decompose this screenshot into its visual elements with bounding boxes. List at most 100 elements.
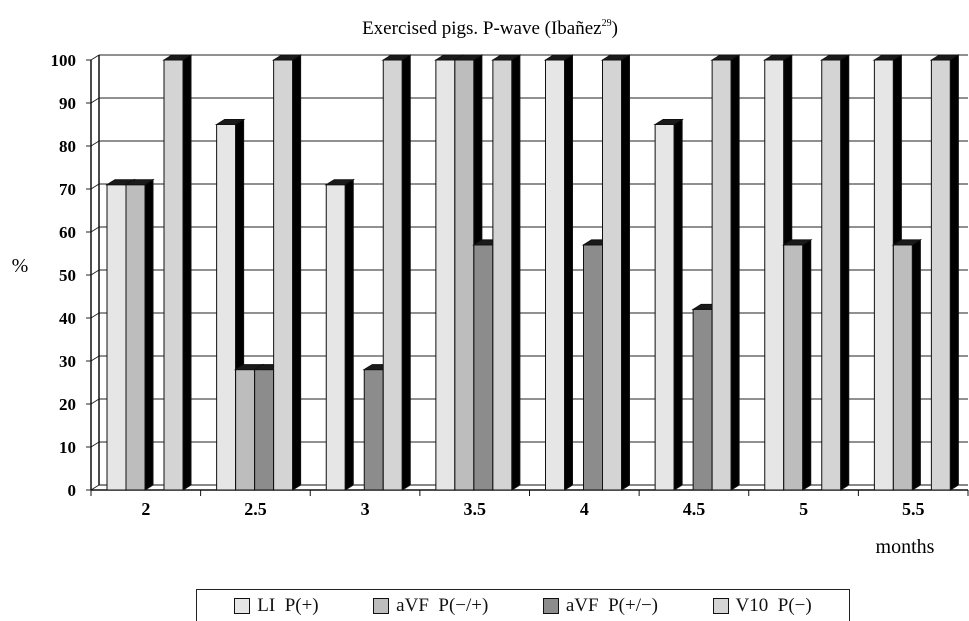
bar-side (621, 54, 630, 491)
y-tick-label: 40 (59, 309, 76, 328)
bar-front (382, 59, 403, 491)
legend-item: aVF P(+/−) (542, 595, 658, 617)
y-tick-label: 100 (51, 51, 77, 70)
bar-front (363, 369, 384, 491)
legend-item: V10 P(−) (712, 594, 812, 617)
bar (653, 118, 684, 491)
chart-title-close: ) (612, 18, 618, 39)
y-tick-label: 30 (59, 352, 76, 371)
bar (124, 178, 155, 491)
x-tick-label: 5.5 (902, 499, 925, 519)
y-tick-label: 70 (59, 180, 76, 199)
legend: LI P(+) aVF P(−/+) aVF P(+/−) V10 P(−) (196, 589, 850, 621)
bar (600, 54, 632, 491)
bar-front (325, 184, 346, 491)
bar-front (873, 59, 894, 491)
bar-side (144, 178, 154, 491)
bar-front (764, 59, 785, 491)
legend-item: LI P(+) (234, 594, 319, 617)
legend-swatch (542, 597, 559, 614)
x-tick-label: 4.5 (683, 499, 706, 519)
bar-front (235, 369, 256, 491)
bar-front (711, 59, 732, 491)
bar (891, 238, 923, 491)
bars (105, 54, 961, 491)
bar-front (273, 59, 294, 491)
bar-side (564, 54, 573, 491)
legend-swatch (234, 597, 251, 614)
bar-front (654, 124, 675, 491)
bar-side (949, 54, 959, 491)
bar-front (216, 124, 237, 491)
y-axis-label: % (12, 255, 29, 277)
y-tick-labels: 0 10 20 30 40 50 60 70 80 90 100 (51, 51, 77, 500)
y-tick-label: 10 (59, 438, 76, 457)
bar (271, 54, 303, 491)
grid-line-depth (90, 441, 100, 448)
legend-label: LI P(+) (257, 594, 319, 616)
grid-line-depth (90, 312, 100, 319)
bar-front (106, 184, 127, 491)
bar-side (802, 238, 812, 491)
bar (820, 54, 851, 491)
bar (543, 54, 575, 491)
bar-front (492, 59, 513, 491)
bar (491, 54, 522, 491)
x-tick-label: 5 (799, 499, 808, 519)
bar-side (182, 54, 192, 491)
legend-item: aVF P(−/+) (373, 595, 488, 617)
x-tick-label: 4 (580, 499, 589, 519)
chart-title-superscript: 29 (602, 18, 612, 29)
bar-front (930, 59, 951, 491)
bar-front (435, 59, 456, 491)
legend-label: aVF P(−/+) (396, 594, 489, 616)
x-tick-label: 2.5 (244, 499, 267, 519)
bar-side (840, 54, 850, 491)
y-tick-label: 0 (68, 481, 77, 500)
y-tick-label: 90 (59, 94, 76, 113)
bar-side (673, 118, 683, 491)
chart-title: Exercised pigs. P-wave (Ibañez29) (362, 18, 618, 39)
bar (929, 54, 961, 491)
bar-front (602, 59, 622, 491)
grid-line-depth (90, 226, 100, 233)
bar-front (583, 244, 603, 491)
bar-front (783, 244, 804, 491)
y-tick-label: 20 (59, 395, 76, 414)
legend-label: V10 P(−) (735, 594, 812, 616)
x-tick-label: 3 (361, 499, 370, 519)
grid-line-depth (90, 183, 100, 190)
bar-side (511, 54, 521, 491)
chart: Exercised pigs. P-wave (Ibañez29) 0 10 20 3… (12, 18, 969, 558)
bar-front (473, 244, 494, 491)
bar (381, 54, 412, 491)
bar-front (254, 369, 275, 491)
bar-front (454, 59, 475, 491)
bar (782, 238, 813, 491)
y-tick-label: 50 (59, 266, 76, 285)
bar-front (692, 308, 713, 491)
x-tick-label: 3.5 (463, 499, 486, 519)
grid-line-depth (90, 54, 100, 61)
y-tick-label: 60 (59, 223, 76, 242)
bar-side (292, 54, 302, 491)
bar-front (892, 244, 913, 491)
grid-line-depth (90, 398, 100, 405)
grid-line-depth (90, 484, 100, 491)
x-axis-label: months (876, 536, 935, 558)
bar-front (821, 59, 842, 491)
grid-line-depth (90, 97, 100, 104)
chart-title-text: Exercised pigs. P-wave (Ibañez (362, 18, 602, 39)
bar (324, 178, 355, 491)
bar-side (344, 178, 354, 491)
bar-front (545, 59, 565, 491)
grid-line-depth (90, 269, 100, 276)
bar (710, 54, 741, 491)
y-tick-label: 80 (59, 137, 76, 156)
bar-side (730, 54, 740, 491)
grid-line-depth (90, 355, 100, 362)
x-tick-labels: 2 2.5 3 3.5 4 4.5 5 5.5 (141, 499, 924, 519)
grid-line-depth (90, 140, 100, 147)
bar-side (401, 54, 411, 491)
legend-swatch (373, 597, 390, 614)
